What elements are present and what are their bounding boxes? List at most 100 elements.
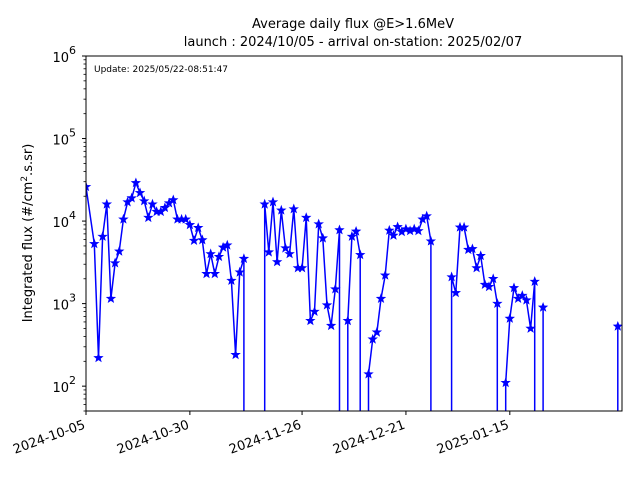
data-point-marker <box>392 221 403 232</box>
data-point-marker <box>363 368 374 379</box>
data-point-marker <box>276 204 287 215</box>
data-point-marker <box>238 253 250 264</box>
y-axis-label-sup: 2 <box>20 176 30 182</box>
data-point-marker <box>134 187 146 198</box>
data-point-marker <box>280 242 291 253</box>
data-point-marker <box>330 283 341 294</box>
data-point-marker <box>184 219 196 230</box>
data-point-marker <box>305 315 316 326</box>
data-point-marker <box>222 239 233 250</box>
data-point-marker <box>197 234 208 245</box>
data-point-marker <box>193 222 204 233</box>
data-point-marker <box>321 299 333 310</box>
data-point-marker <box>147 198 158 209</box>
data-point-marker <box>375 293 387 304</box>
data-point-marker <box>409 223 420 234</box>
data-point-marker <box>483 281 495 292</box>
data-point-marker <box>105 293 117 304</box>
y-tick-label: 103 <box>52 292 76 314</box>
data-point-marker <box>118 213 129 224</box>
data-point-marker <box>143 212 154 223</box>
data-point-marker <box>300 212 312 223</box>
data-point-marker <box>201 268 212 279</box>
data-point-marker <box>138 195 150 206</box>
data-point-marker <box>471 262 482 273</box>
data-point-marker <box>350 225 362 236</box>
data-point-marker <box>525 323 536 333</box>
data-point-marker <box>267 196 279 207</box>
data-point-marker <box>450 287 462 298</box>
data-point-marker <box>400 223 412 234</box>
data-point-marker <box>537 301 549 312</box>
data-point-marker <box>93 352 104 363</box>
data-point-marker <box>421 210 432 221</box>
data-point-marker <box>97 231 108 241</box>
data-point-marker <box>355 249 366 260</box>
data-point-marker <box>508 282 520 293</box>
data-point-marker <box>612 320 622 331</box>
chart-title-line2: launch : 2024/10/05 - arrival on-station… <box>184 35 522 50</box>
data-point-marker <box>313 218 324 229</box>
data-point-marker <box>384 224 395 235</box>
data-point-marker <box>326 320 337 331</box>
y-axis-label-main: Integrated flux (#/cm <box>21 182 36 323</box>
data-point-marker <box>309 306 320 317</box>
x-tick-label: 2024-10-05 <box>11 418 87 458</box>
y-tick-label: 104 <box>52 209 76 231</box>
update-annotation: Update: 2025/05/22-08:51:47 <box>94 65 228 75</box>
data-point-marker <box>101 198 113 209</box>
data-point-marker <box>180 213 191 224</box>
data-point-marker <box>334 224 345 235</box>
y-tick-label-base: 10 <box>52 381 69 396</box>
data-point-marker <box>263 246 274 257</box>
data-point-marker <box>130 177 141 188</box>
x-tick-label: 2024-12-21 <box>331 418 407 458</box>
data-point-marker <box>168 194 179 205</box>
data-point-marker <box>388 229 399 240</box>
y-tick-label: 105 <box>52 127 76 149</box>
data-point-marker <box>109 257 121 268</box>
data-point-marker <box>487 273 499 284</box>
data-point-marker <box>458 221 470 232</box>
data-point-marker <box>188 235 200 246</box>
data-point-marker <box>226 275 237 286</box>
data-point-marker <box>296 262 308 273</box>
data-point-marker <box>346 231 358 241</box>
data-point-marker <box>86 181 92 192</box>
data-point-marker <box>413 225 424 236</box>
data-point-marker <box>271 256 283 267</box>
y-axis-label-rest: .s.sr) <box>21 144 36 176</box>
data-point-marker <box>288 203 299 214</box>
data-point-marker <box>205 248 216 259</box>
y-axis-label: Integrated flux (#/cm2.s.sr) <box>20 144 36 323</box>
data-point-marker <box>159 202 171 213</box>
y-tick-label-exp: 5 <box>69 127 76 140</box>
y-tick-label-exp: 6 <box>69 44 76 57</box>
data-point-marker <box>284 248 295 259</box>
y-tick-label-exp: 4 <box>69 209 76 222</box>
data-point-marker <box>500 377 511 388</box>
data-point-marker <box>367 333 378 344</box>
data-point-marker <box>479 279 491 290</box>
data-point-marker <box>209 268 221 279</box>
data-point-marker <box>517 290 528 301</box>
data-point-marker <box>529 276 540 287</box>
data-point-marker <box>126 192 137 203</box>
data-point-marker <box>379 269 391 280</box>
y-tick-label-base: 10 <box>52 134 69 149</box>
data-point-marker <box>446 271 457 282</box>
data-point-marker <box>521 294 532 305</box>
y-tick-label-exp: 2 <box>69 374 76 387</box>
series-layer <box>86 177 622 411</box>
y-tick-label: 106 <box>52 44 76 66</box>
y-tick-label-base: 10 <box>52 51 69 66</box>
y-tick-label: 102 <box>52 374 76 396</box>
data-point-marker <box>504 313 515 323</box>
data-point-marker <box>342 315 353 326</box>
data-point-marker <box>213 251 225 262</box>
data-point-marker <box>234 266 245 277</box>
data-point-marker <box>230 349 241 360</box>
data-point-marker <box>492 298 503 309</box>
data-point-marker <box>467 243 478 254</box>
